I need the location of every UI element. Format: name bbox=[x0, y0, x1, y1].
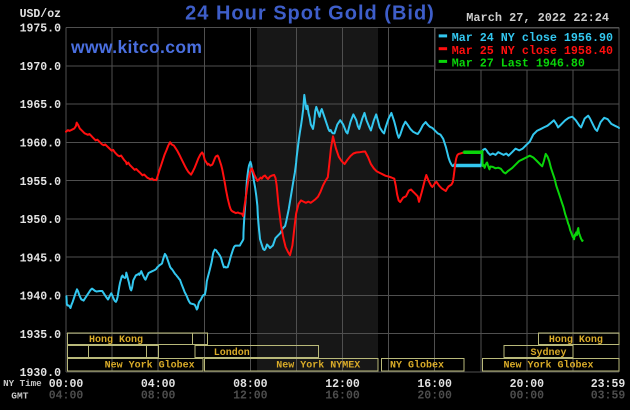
svg-text:04:00: 04:00 bbox=[141, 378, 176, 391]
svg-text:USD/oz: USD/oz bbox=[20, 8, 62, 21]
svg-text:16:00: 16:00 bbox=[325, 390, 360, 403]
svg-text:00:00: 00:00 bbox=[510, 390, 545, 403]
svg-text:Mar 27 Last 1946.80: Mar 27 Last 1946.80 bbox=[452, 57, 585, 71]
svg-text:08:00: 08:00 bbox=[233, 378, 268, 391]
svg-text:Mar 24 NY close 1956.90: Mar 24 NY close 1956.90 bbox=[452, 31, 613, 45]
svg-text:08:00: 08:00 bbox=[141, 390, 176, 403]
svg-text:Hong Kong: Hong Kong bbox=[89, 335, 143, 346]
svg-text:20:00: 20:00 bbox=[417, 390, 452, 403]
svg-text:23:59: 23:59 bbox=[591, 378, 626, 391]
svg-text:00:00: 00:00 bbox=[49, 378, 84, 391]
svg-text:1955.0: 1955.0 bbox=[20, 176, 62, 189]
svg-text:04:00: 04:00 bbox=[49, 390, 84, 403]
svg-text:Sydney: Sydney bbox=[530, 347, 566, 359]
svg-text:1950.0: 1950.0 bbox=[20, 214, 62, 227]
svg-text:NY Time: NY Time bbox=[3, 378, 42, 389]
svg-text:1930.0: 1930.0 bbox=[20, 367, 62, 380]
svg-text:12:00: 12:00 bbox=[325, 378, 360, 391]
svg-text:20:00: 20:00 bbox=[510, 378, 545, 391]
svg-text:New York NYMEX: New York NYMEX bbox=[276, 359, 360, 371]
svg-text:16:00: 16:00 bbox=[417, 378, 452, 391]
svg-text:12:00: 12:00 bbox=[233, 390, 268, 403]
svg-text:1945.0: 1945.0 bbox=[20, 252, 62, 265]
svg-text:Mar 25 NY close 1958.40: Mar 25 NY close 1958.40 bbox=[452, 44, 613, 58]
svg-text:March 27, 2022 22:24: March 27, 2022 22:24 bbox=[466, 11, 609, 25]
svg-text:New York Globex: New York Globex bbox=[503, 359, 593, 371]
svg-text:www.kitco.com: www.kitco.com bbox=[70, 37, 202, 57]
svg-text:London: London bbox=[214, 347, 250, 359]
svg-text:03:59: 03:59 bbox=[591, 390, 626, 403]
svg-text:Hong Kong: Hong Kong bbox=[549, 335, 603, 346]
svg-text:24 Hour Spot Gold (Bid): 24 Hour Spot Gold (Bid) bbox=[185, 3, 435, 25]
svg-text:1965.0: 1965.0 bbox=[20, 99, 62, 112]
svg-text:1975.0: 1975.0 bbox=[20, 23, 62, 36]
svg-text:NY Globex: NY Globex bbox=[390, 359, 444, 371]
svg-text:1960.0: 1960.0 bbox=[20, 138, 62, 151]
svg-text:1940.0: 1940.0 bbox=[20, 291, 62, 304]
svg-text:GMT: GMT bbox=[11, 390, 28, 401]
svg-text:New York Globex: New York Globex bbox=[105, 359, 195, 371]
svg-text:1970.0: 1970.0 bbox=[20, 61, 62, 74]
svg-text:1935.0: 1935.0 bbox=[20, 329, 62, 342]
